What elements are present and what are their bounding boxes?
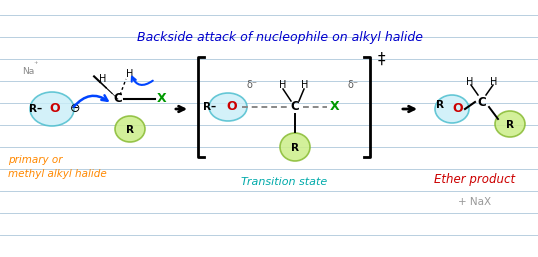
FancyArrowPatch shape — [74, 95, 108, 107]
Text: ⁺: ⁺ — [34, 60, 38, 69]
Ellipse shape — [209, 93, 247, 121]
Text: C: C — [478, 96, 486, 108]
Text: δ⁻: δ⁻ — [348, 80, 358, 90]
Text: C: C — [291, 100, 299, 114]
Text: ‡: ‡ — [378, 52, 386, 67]
Text: C: C — [114, 93, 122, 106]
Text: O: O — [452, 103, 463, 115]
Text: H: H — [490, 77, 498, 87]
Text: X: X — [157, 93, 167, 106]
Text: primary or
methyl alkyl halide: primary or methyl alkyl halide — [8, 155, 107, 179]
Text: X: X — [330, 100, 340, 114]
Text: O: O — [49, 103, 60, 115]
Ellipse shape — [280, 133, 310, 161]
Text: R–: R– — [203, 102, 216, 112]
Ellipse shape — [435, 95, 469, 123]
Text: H: H — [100, 74, 107, 84]
Text: H: H — [466, 77, 473, 87]
Text: R: R — [506, 120, 514, 130]
Text: ⊖: ⊖ — [70, 103, 80, 115]
Text: + NaX: + NaX — [458, 197, 492, 207]
Text: H: H — [279, 80, 287, 90]
Ellipse shape — [495, 111, 525, 137]
Ellipse shape — [115, 116, 145, 142]
Text: Transition state: Transition state — [241, 177, 327, 187]
Text: H: H — [126, 69, 133, 79]
Text: R–: R– — [29, 104, 42, 114]
Text: Ether product: Ether product — [435, 172, 515, 186]
Text: O: O — [226, 100, 237, 114]
Text: Backside attack of nucleophile on alkyl halide: Backside attack of nucleophile on alkyl … — [137, 31, 423, 43]
Text: R: R — [126, 125, 134, 135]
Text: H: H — [301, 80, 309, 90]
Text: Na: Na — [22, 68, 34, 77]
FancyArrowPatch shape — [132, 77, 153, 85]
Text: R: R — [436, 100, 444, 110]
Text: R: R — [291, 143, 299, 153]
Ellipse shape — [30, 92, 74, 126]
Text: δ⁻: δ⁻ — [246, 80, 258, 90]
